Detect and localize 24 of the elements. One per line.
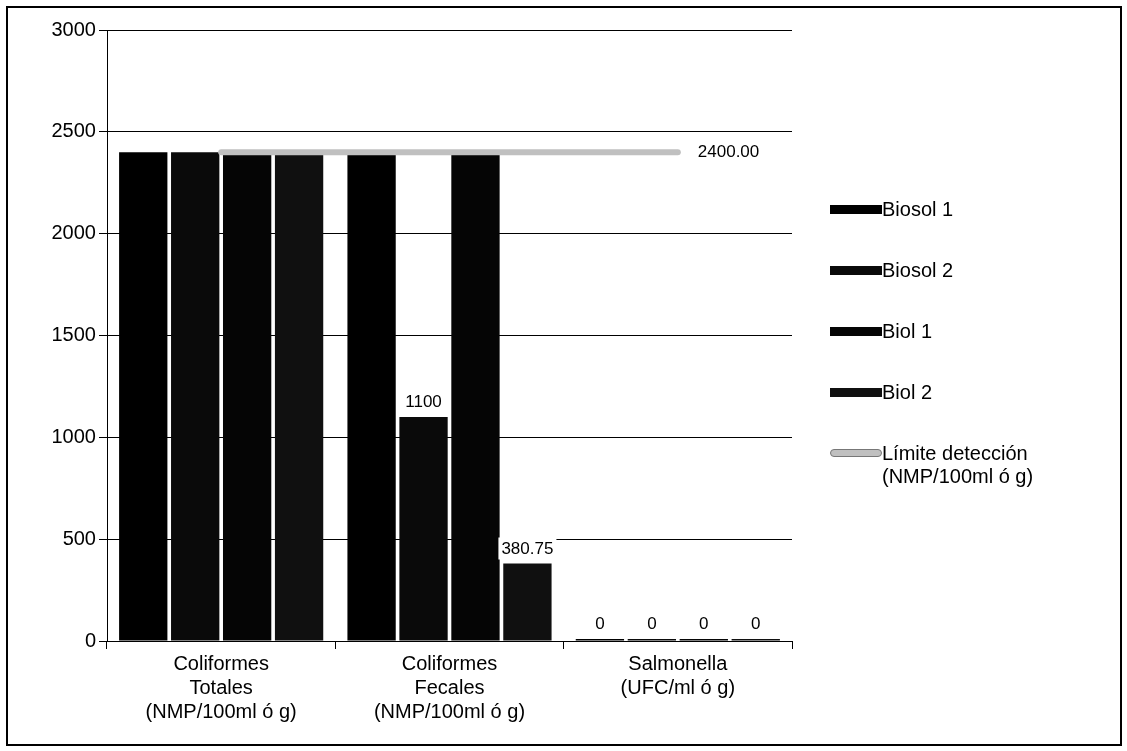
- x-tick-label: Coliformes Totales (NMP/100ml ó g): [145, 651, 297, 722]
- legend-label: Biol 2: [882, 381, 934, 404]
- x-tick-label: Salmonella (UFC/ml ó g): [620, 651, 736, 698]
- y-tick-label: 3000: [51, 17, 96, 40]
- y-tick-label: 2000: [51, 221, 96, 244]
- bar: [503, 563, 552, 641]
- x-tick-label: Coliformes Fecales (NMP/100ml ó g): [373, 651, 526, 722]
- data-label: 1100: [405, 392, 442, 412]
- legend-label: Biosol 2: [882, 259, 955, 282]
- y-tick-label: 2500: [51, 119, 96, 142]
- y-tick-label: 1500: [51, 323, 96, 346]
- data-label: 2400.00: [697, 141, 760, 161]
- data-label: 0: [751, 614, 761, 634]
- legend-label: Biosol 1: [882, 198, 955, 221]
- y-tick-label: 500: [62, 526, 96, 549]
- legend-label: Límite detección (NMP/100ml ó g): [882, 442, 1035, 488]
- y-tick-label: 0: [84, 628, 96, 651]
- data-label: 0: [595, 614, 605, 634]
- legend-label: Biol 1: [882, 320, 934, 343]
- data-label: 0: [699, 614, 709, 634]
- bar: [274, 152, 324, 641]
- data-label: 380.75: [501, 538, 554, 558]
- data-label: 0: [647, 614, 657, 634]
- y-tick-label: 1000: [51, 424, 96, 447]
